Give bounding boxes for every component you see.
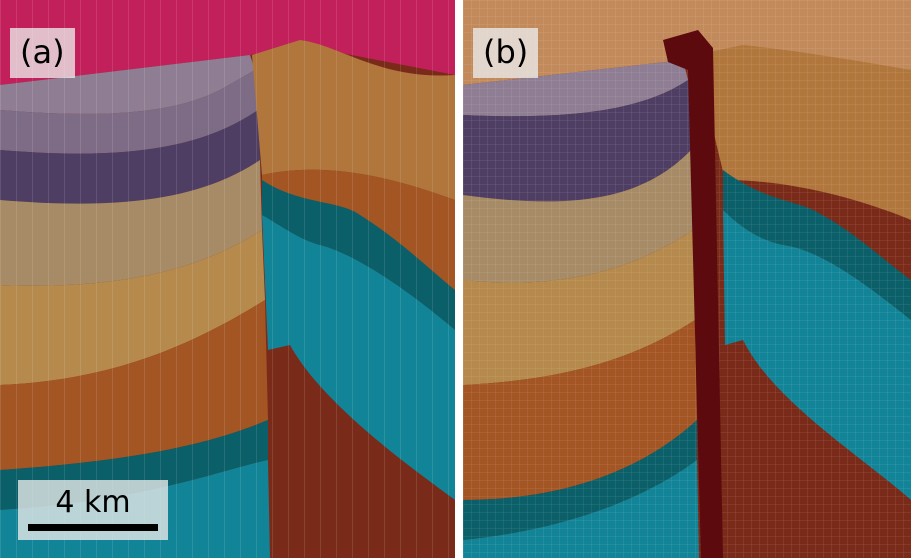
scale-bar-label: 4 km [55,485,131,520]
panel-b-geology-voxels [463,0,911,558]
panel-b-voxel-view: (b) [463,0,911,558]
scale-bar: 4 km [18,480,168,540]
panel-a-label: (a) [10,28,75,78]
panel-a-geology-mesh [0,0,455,558]
fault-plane [663,30,723,558]
panel-b-label: (b) [473,28,539,78]
scale-bar-line [28,524,158,531]
panel-a-mesh-view: (a) 4 km [0,0,455,558]
